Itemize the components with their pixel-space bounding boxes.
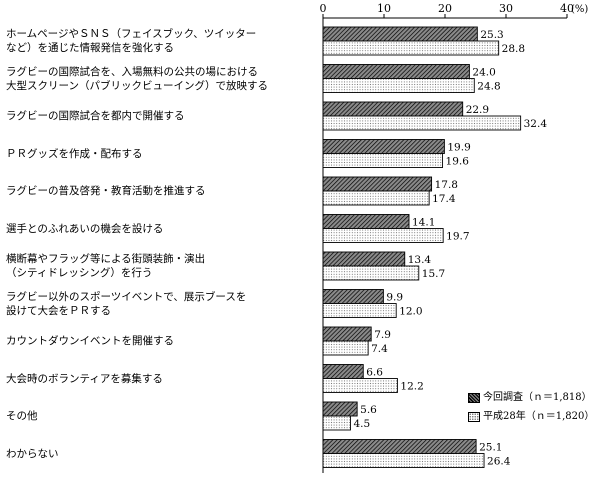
data-label: 32.4 bbox=[524, 118, 548, 130]
data-label: 25.1 bbox=[479, 442, 502, 454]
bar-current bbox=[322, 326, 372, 342]
bar-h28 bbox=[322, 265, 420, 281]
data-label: 7.9 bbox=[374, 329, 391, 341]
data-label: 19.9 bbox=[447, 142, 470, 154]
bar-h28 bbox=[322, 378, 398, 393]
data-label: 17.8 bbox=[435, 179, 458, 191]
data-label: 6.6 bbox=[366, 367, 383, 379]
data-label: 25.3 bbox=[480, 29, 503, 41]
bar-current bbox=[322, 251, 406, 267]
data-label: 15.7 bbox=[422, 268, 445, 280]
legend-current: 今回調査（ｎ＝1,818） bbox=[468, 391, 592, 404]
legend-swatch-current bbox=[468, 392, 480, 403]
bar-current bbox=[322, 101, 464, 117]
category-label: わからない bbox=[6, 447, 59, 460]
category-label: ＰＲグッズを作成・配布する bbox=[6, 147, 143, 160]
data-label: 12.2 bbox=[400, 381, 423, 393]
data-label: 26.4 bbox=[487, 456, 511, 468]
bar-h28 bbox=[322, 78, 475, 93]
bar-current bbox=[322, 439, 477, 454]
data-label: 19.6 bbox=[446, 156, 470, 168]
data-label: 19.7 bbox=[446, 231, 469, 243]
x-tick-label: 20 bbox=[438, 2, 452, 15]
legend-label-h28: 平成28年（ｎ＝1,820） bbox=[483, 411, 595, 422]
legend-swatch-h28 bbox=[468, 411, 480, 422]
bar-h28 bbox=[322, 340, 369, 356]
data-label: 4.5 bbox=[353, 418, 370, 430]
x-tick-label: 30 bbox=[499, 2, 513, 15]
category-label: その他 bbox=[6, 410, 38, 422]
x-tick-label: 0 bbox=[320, 2, 327, 15]
bar-h28 bbox=[322, 115, 522, 131]
x-tick-label: 40 bbox=[560, 2, 574, 15]
bar-h28 bbox=[322, 453, 485, 468]
category-label: カウントダウンイベントを開催する bbox=[6, 335, 174, 347]
data-label: 24.8 bbox=[477, 81, 500, 93]
bar-current bbox=[322, 364, 364, 379]
data-label: 17.4 bbox=[432, 193, 456, 205]
category-label: ラグビー以外のスポーツイベントで、展示ブースを 設けて大会をＰＲする bbox=[6, 290, 247, 317]
bar-current bbox=[322, 289, 384, 304]
data-label: 12.0 bbox=[399, 306, 422, 318]
data-label: 13.4 bbox=[408, 254, 432, 266]
x-unit-label: (%) bbox=[571, 4, 588, 15]
bar-current bbox=[322, 176, 433, 192]
category-label: ラグビーの国際試合を都内で開催する bbox=[6, 110, 185, 122]
data-label: 7.4 bbox=[371, 343, 388, 355]
category-label: 横断幕やフラッグ等による街頭装飾・演出 （シティドレッシング）を行う bbox=[6, 253, 206, 279]
x-tick-label: 10 bbox=[377, 2, 391, 15]
bar-h28 bbox=[322, 153, 444, 168]
data-label: 14.1 bbox=[412, 217, 435, 229]
category-label: 大会時のボランティアを募集する bbox=[6, 372, 163, 385]
data-label: 24.0 bbox=[472, 67, 495, 79]
category-label: ラグビーの普及啓発・教育活動を推進する bbox=[6, 185, 206, 197]
bar-current bbox=[322, 26, 478, 42]
legend-h28: 平成28年（ｎ＝1,820） bbox=[468, 410, 594, 423]
data-label: 22.9 bbox=[466, 104, 489, 116]
bar-current bbox=[322, 214, 410, 229]
bar-current bbox=[322, 139, 445, 154]
bar-h28 bbox=[322, 40, 500, 56]
data-label: 28.8 bbox=[502, 43, 525, 55]
legend-label-current: 今回調査（ｎ＝1,818） bbox=[483, 392, 592, 403]
data-label: 9.9 bbox=[386, 292, 403, 304]
bar-current bbox=[322, 64, 470, 79]
bar-h28 bbox=[322, 415, 351, 431]
bar-h28 bbox=[322, 190, 430, 206]
category-label: ホームページやＳＮＳ（フェイスブック、ツイッター など）を通じた情報発信を強化す… bbox=[6, 28, 257, 54]
bar-h28 bbox=[322, 303, 397, 318]
category-label: ラグビーの国際試合を、入場無料の公共の場における 大型スクリーン（パブリックビュ… bbox=[6, 65, 268, 92]
data-label: 5.6 bbox=[360, 404, 377, 416]
bar-current bbox=[322, 401, 358, 417]
category-label: 選手とのふれあいの機会を設ける bbox=[6, 222, 164, 235]
bar-h28 bbox=[322, 228, 444, 243]
